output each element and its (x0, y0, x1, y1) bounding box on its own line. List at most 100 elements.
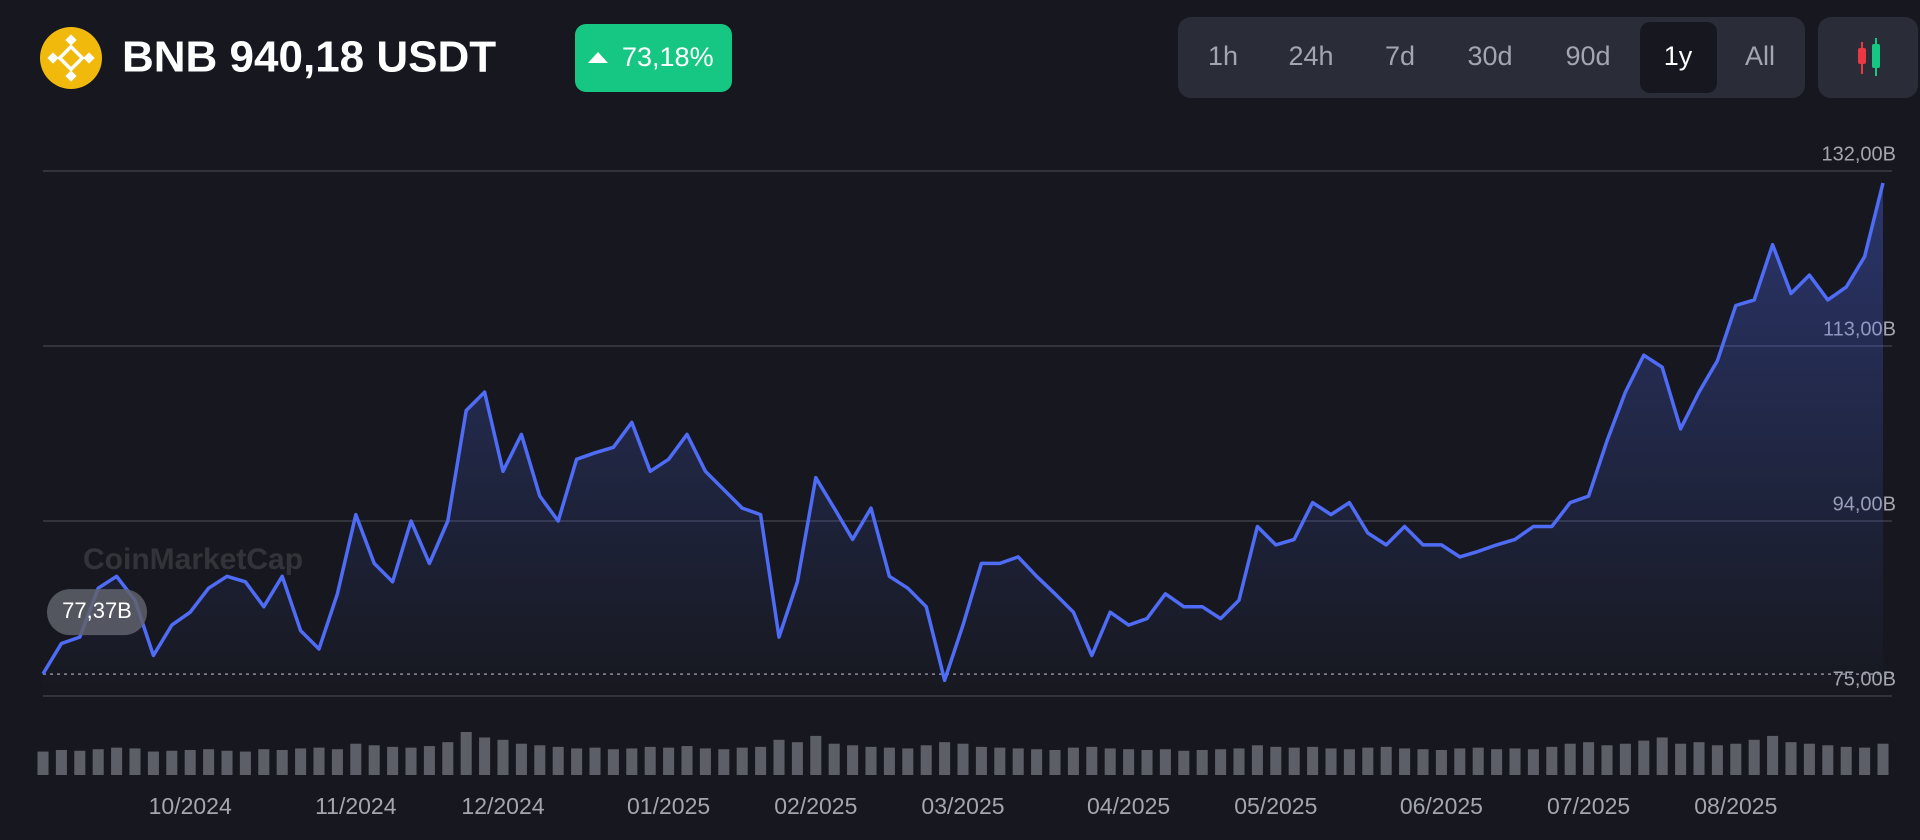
volume-bar (1307, 746, 1319, 775)
timeframe-button[interactable]: 1y (1664, 41, 1693, 71)
volume-bar (1859, 747, 1871, 775)
x-tick-label: 03/2025 (921, 793, 1004, 819)
volume-bar (644, 746, 656, 775)
volume-bar (1435, 749, 1447, 775)
volume-bar (423, 746, 435, 775)
x-tick-label: 08/2025 (1694, 793, 1777, 819)
timeframe-button[interactable]: 90d (1565, 41, 1610, 71)
volume-bar (699, 748, 711, 775)
volume-bar (1472, 747, 1484, 775)
volume-bar (1233, 748, 1245, 775)
volume-bar (1362, 747, 1374, 775)
area-fill (43, 183, 1883, 696)
volume-bar (1803, 743, 1815, 775)
page-title: BNB 940,18 USDT (122, 33, 496, 82)
timeframe-button[interactable]: All (1745, 41, 1775, 71)
volume-bar (773, 739, 785, 775)
volume-bar (939, 742, 951, 775)
x-tick-label: 05/2025 (1234, 793, 1317, 819)
volume-bar (828, 743, 840, 775)
volume-bar (865, 746, 877, 775)
volume-bar (718, 749, 730, 775)
volume-bar (1012, 748, 1024, 775)
volume-bar (515, 743, 527, 775)
x-tick-label: 06/2025 (1400, 793, 1483, 819)
volume-bar (460, 732, 472, 775)
volume-bar (571, 748, 583, 775)
volume-bar (1509, 748, 1521, 775)
volume-bar (1215, 749, 1227, 775)
volume-bar (1619, 743, 1631, 775)
change-value: 73,18% (622, 42, 714, 72)
volume-bar (239, 751, 251, 775)
volume-bar (129, 748, 141, 775)
volume-bar (258, 749, 270, 775)
volume-bar (1067, 747, 1079, 775)
volume-bar (1270, 746, 1282, 775)
volume-bar (626, 748, 638, 775)
volume-bar (755, 746, 767, 775)
start-value-pill (47, 589, 147, 636)
timeframe-button[interactable]: 24h (1288, 41, 1333, 71)
volume-bar (442, 742, 454, 775)
volume-bar (313, 747, 325, 775)
volume-bar (1251, 745, 1263, 775)
volume-bar (1178, 750, 1190, 775)
volume-bar (1159, 749, 1171, 775)
volume-bar (1123, 749, 1135, 775)
timeframe-button[interactable]: 1h (1208, 41, 1238, 71)
volume-bar (1564, 743, 1576, 775)
volume-bar (203, 749, 215, 775)
volume-bar (1583, 742, 1595, 775)
x-tick-label: 07/2025 (1547, 793, 1630, 819)
volume-bar (166, 750, 178, 775)
volume-bar (368, 745, 380, 775)
volume-bar (1380, 746, 1392, 775)
volume-bar (405, 747, 417, 775)
change-badge (575, 24, 732, 92)
volume-bar (1031, 749, 1043, 775)
volume-bar (1454, 748, 1466, 775)
volume-bar (810, 735, 822, 775)
volume-bar (552, 746, 564, 775)
volume-bar (847, 745, 859, 775)
x-tick-label: 01/2025 (627, 793, 710, 819)
timeframe-button[interactable]: 7d (1385, 41, 1415, 71)
volume-bar (1601, 745, 1613, 775)
volume-bar (1343, 749, 1355, 775)
volume-bar (1877, 743, 1889, 775)
volume-bar (957, 743, 969, 775)
watermark: CoinMarketCap (83, 543, 303, 576)
volume-bar (736, 747, 748, 775)
volume-bar (147, 751, 159, 775)
candle-toggle[interactable] (1818, 17, 1918, 98)
y-tick-label: 132,00B (1821, 143, 1896, 165)
volume-bar (994, 747, 1006, 775)
x-tick-label: 02/2025 (774, 793, 857, 819)
volume-bar (1196, 749, 1208, 775)
timeframe-button[interactable]: 30d (1467, 41, 1512, 71)
volume-bar (1491, 749, 1503, 775)
volume-bar (1399, 748, 1411, 775)
volume-bar (55, 749, 67, 775)
volume-bar (975, 746, 987, 775)
volume-bar (1693, 742, 1705, 775)
volume-bar (1049, 749, 1061, 775)
volume-bar (589, 747, 601, 775)
volume-bar (295, 748, 307, 775)
volume-bar (1417, 749, 1429, 775)
volume-bar (1748, 739, 1760, 775)
volume-bar (1527, 749, 1539, 775)
volume-bar (276, 749, 288, 775)
volume-bar (1767, 735, 1779, 775)
price-line (41, 182, 1885, 683)
volume-bar (350, 743, 362, 775)
x-tick-label: 11/2024 (315, 793, 397, 819)
x-tick-label: 12/2024 (461, 793, 544, 819)
coin-icon (40, 27, 102, 89)
volume-bar (1711, 745, 1723, 775)
volume-bar (221, 750, 233, 775)
volume-bar (1141, 749, 1153, 775)
volume-bar (607, 749, 619, 775)
